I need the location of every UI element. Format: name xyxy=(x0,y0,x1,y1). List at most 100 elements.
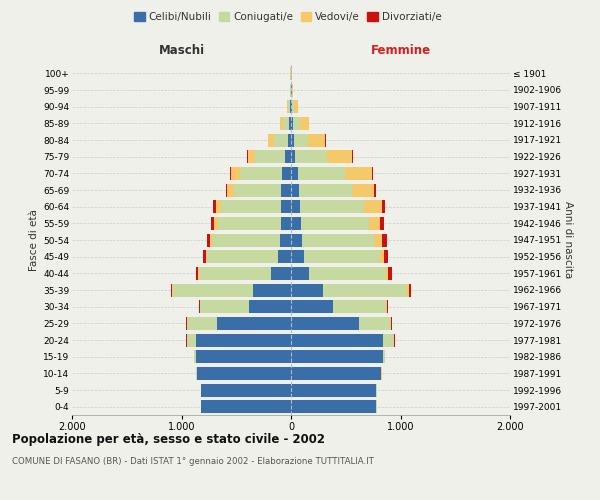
Bar xyxy=(248,150,256,163)
Bar xyxy=(230,167,231,180)
Y-axis label: Fasce di età: Fasce di età xyxy=(29,209,39,271)
Bar xyxy=(291,134,294,146)
Bar xyxy=(210,234,212,246)
Text: Femmine: Femmine xyxy=(370,44,431,57)
Bar xyxy=(196,350,291,363)
Bar xyxy=(384,250,388,263)
Bar xyxy=(201,384,291,396)
Bar xyxy=(216,200,221,213)
Bar xyxy=(304,250,380,263)
Bar xyxy=(196,267,198,280)
Bar xyxy=(199,267,271,280)
Bar xyxy=(173,284,253,296)
Bar xyxy=(234,184,281,196)
Bar xyxy=(386,267,388,280)
Bar xyxy=(291,217,301,230)
Bar xyxy=(409,284,411,296)
Bar xyxy=(201,400,291,413)
Bar xyxy=(227,184,234,196)
Bar xyxy=(256,150,285,163)
Bar xyxy=(291,117,293,130)
Bar xyxy=(268,134,274,146)
Bar xyxy=(291,200,300,213)
Bar xyxy=(291,350,383,363)
Bar xyxy=(308,267,386,280)
Y-axis label: Anni di nascita: Anni di nascita xyxy=(563,202,573,278)
Bar xyxy=(213,200,216,213)
Bar xyxy=(187,334,196,346)
Bar xyxy=(203,250,206,263)
Bar xyxy=(327,150,352,163)
Bar xyxy=(198,267,199,280)
Bar xyxy=(380,250,384,263)
Bar xyxy=(274,134,288,146)
Bar xyxy=(295,150,327,163)
Bar xyxy=(280,117,283,130)
Bar xyxy=(218,217,281,230)
Bar xyxy=(253,284,291,296)
Text: Maschi: Maschi xyxy=(158,44,205,57)
Bar xyxy=(291,334,383,346)
Bar xyxy=(294,134,308,146)
Bar xyxy=(281,200,291,213)
Bar xyxy=(194,350,196,363)
Bar xyxy=(239,167,282,180)
Bar xyxy=(301,217,369,230)
Bar xyxy=(300,200,364,213)
Bar xyxy=(288,100,290,113)
Bar xyxy=(302,234,374,246)
Bar xyxy=(369,217,380,230)
Bar xyxy=(380,217,384,230)
Bar xyxy=(291,284,323,296)
Bar xyxy=(291,250,304,263)
Bar xyxy=(282,167,291,180)
Bar xyxy=(226,184,227,196)
Bar xyxy=(292,100,294,113)
Bar xyxy=(291,167,298,180)
Bar xyxy=(206,234,210,246)
Bar xyxy=(291,384,376,396)
Bar xyxy=(289,117,291,130)
Bar xyxy=(214,217,218,230)
Bar xyxy=(280,234,291,246)
Bar xyxy=(200,300,250,313)
Bar xyxy=(206,250,278,263)
Bar xyxy=(383,350,385,363)
Bar xyxy=(352,150,353,163)
Bar xyxy=(374,184,376,196)
Bar xyxy=(291,150,295,163)
Bar xyxy=(291,267,308,280)
Text: COMUNE DI FASANO (BR) - Dati ISTAT 1° gennaio 2002 - Elaborazione TUTTITALIA.IT: COMUNE DI FASANO (BR) - Dati ISTAT 1° ge… xyxy=(12,457,374,466)
Bar xyxy=(287,100,288,113)
Bar xyxy=(221,200,281,213)
Bar xyxy=(281,184,291,196)
Bar xyxy=(344,167,372,180)
Bar xyxy=(382,200,385,213)
Bar xyxy=(293,117,300,130)
Bar xyxy=(187,317,217,330)
Bar xyxy=(291,184,299,196)
Bar xyxy=(300,117,308,130)
Bar xyxy=(394,334,395,346)
Bar xyxy=(290,100,291,113)
Bar xyxy=(291,300,332,313)
Bar xyxy=(391,317,392,330)
Text: Popolazione per età, sesso e stato civile - 2002: Popolazione per età, sesso e stato civil… xyxy=(12,432,325,446)
Bar xyxy=(381,367,382,380)
Bar xyxy=(387,300,388,313)
Bar xyxy=(281,217,291,230)
Bar xyxy=(170,284,172,296)
Bar xyxy=(212,234,280,246)
Bar xyxy=(382,234,387,246)
Bar xyxy=(278,250,291,263)
Bar xyxy=(372,167,373,180)
Bar xyxy=(199,300,200,313)
Bar xyxy=(299,184,352,196)
Bar xyxy=(383,334,394,346)
Bar xyxy=(291,317,359,330)
Bar xyxy=(323,284,407,296)
Bar xyxy=(231,167,239,180)
Bar xyxy=(388,267,392,280)
Bar xyxy=(211,217,214,230)
Bar xyxy=(250,300,291,313)
